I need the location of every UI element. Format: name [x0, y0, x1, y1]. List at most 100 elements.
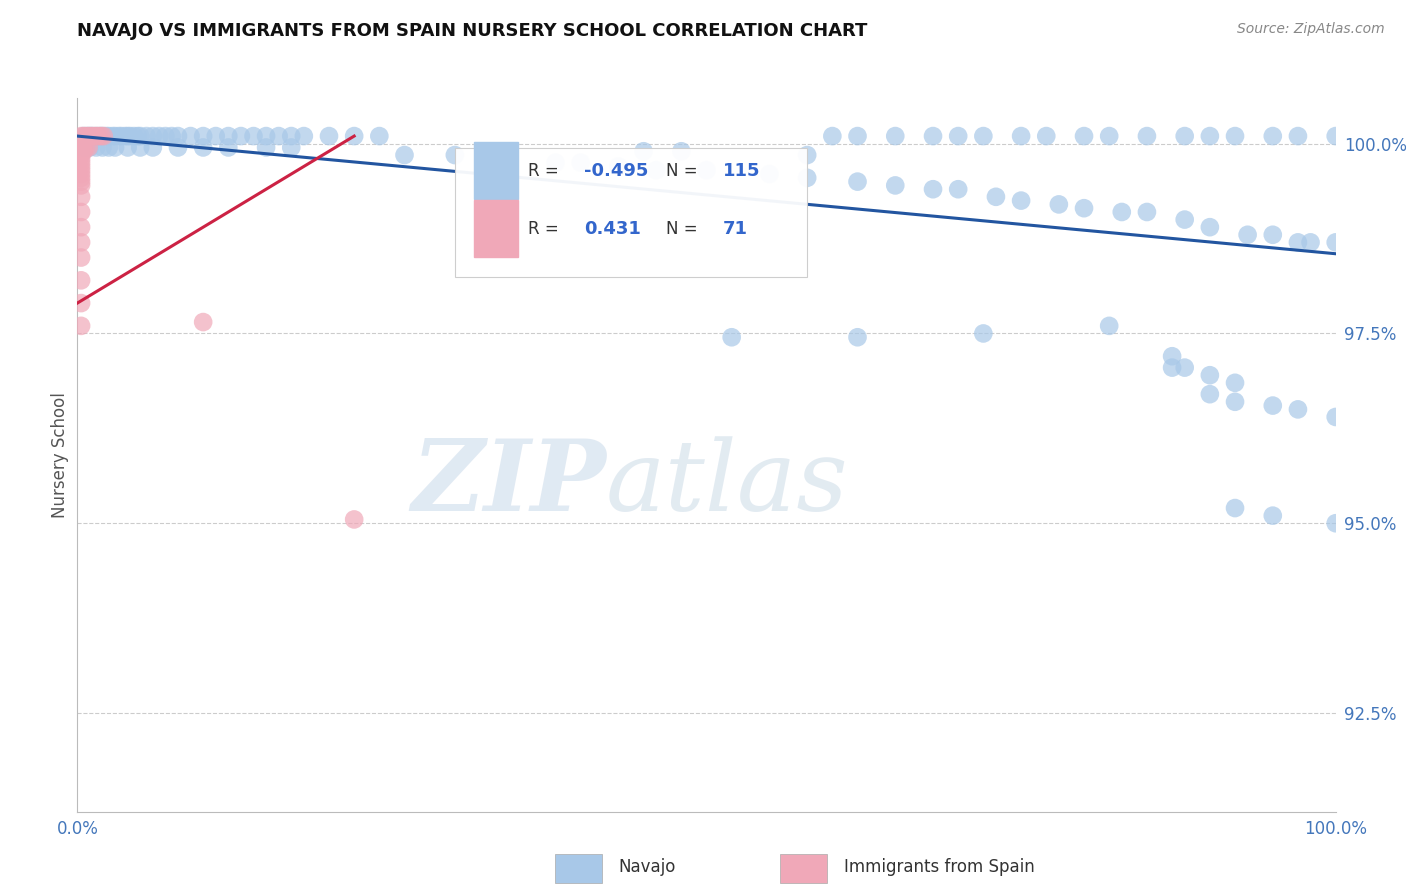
Text: 115: 115	[723, 162, 761, 180]
Point	[884, 129, 907, 144]
Point	[104, 129, 127, 144]
Point	[142, 129, 165, 144]
Point	[72, 129, 94, 144]
Point	[1035, 129, 1057, 144]
Point	[77, 129, 100, 144]
Point	[1286, 129, 1309, 144]
Point	[1136, 129, 1159, 144]
Point	[1286, 402, 1309, 417]
Text: R =: R =	[527, 219, 558, 237]
Point	[1223, 501, 1246, 516]
Point	[127, 129, 149, 144]
Point	[1223, 129, 1246, 144]
Point	[280, 129, 302, 144]
Point	[167, 140, 190, 154]
Point	[72, 145, 94, 159]
Bar	[474, 200, 517, 257]
Point	[91, 129, 114, 144]
Point	[884, 178, 907, 193]
Point	[544, 155, 567, 169]
Point	[1223, 394, 1246, 409]
Point	[1161, 349, 1184, 363]
Point	[191, 140, 215, 154]
Point	[70, 170, 93, 185]
Point	[444, 148, 467, 162]
Text: -0.495: -0.495	[585, 162, 648, 180]
Point	[846, 129, 869, 144]
Point	[114, 129, 136, 144]
Point	[217, 140, 239, 154]
Point	[1198, 220, 1220, 235]
Point	[948, 129, 970, 144]
Point	[267, 129, 290, 144]
Point	[1136, 205, 1159, 219]
Bar	[474, 143, 517, 200]
Point	[569, 155, 592, 169]
Point	[1324, 129, 1347, 144]
Point	[70, 318, 93, 333]
Point	[645, 163, 668, 178]
Point	[70, 160, 93, 174]
Point	[70, 178, 93, 193]
Point	[70, 167, 93, 181]
Point	[82, 129, 104, 144]
Point	[70, 205, 93, 219]
Point	[1261, 399, 1284, 413]
Point	[254, 140, 277, 154]
Point	[972, 326, 994, 341]
Point	[671, 145, 693, 159]
Point	[70, 140, 93, 154]
Point	[696, 163, 718, 178]
Point	[70, 251, 93, 265]
Point	[1198, 387, 1220, 401]
Text: ZIP: ZIP	[411, 435, 606, 532]
Point	[1047, 197, 1070, 211]
Point	[108, 129, 131, 144]
Point	[72, 129, 94, 144]
Point	[96, 129, 118, 144]
Point	[368, 129, 391, 144]
Point	[984, 190, 1007, 204]
Point	[1111, 205, 1133, 219]
Point	[167, 129, 190, 144]
Point	[142, 140, 165, 154]
Point	[120, 129, 142, 144]
Point	[191, 129, 215, 144]
Point	[846, 175, 869, 189]
Point	[1299, 235, 1322, 250]
Point	[79, 140, 101, 154]
Point	[76, 129, 98, 144]
Point	[90, 129, 112, 144]
Point	[70, 129, 93, 144]
Point	[1174, 129, 1197, 144]
Point	[155, 129, 177, 144]
Point	[343, 512, 366, 526]
Point	[72, 140, 94, 154]
Point	[70, 145, 93, 159]
Point	[70, 273, 93, 287]
Point	[97, 129, 120, 144]
Point	[117, 129, 139, 144]
Text: Immigrants from Spain: Immigrants from Spain	[844, 858, 1035, 876]
Text: 0.431: 0.431	[585, 219, 641, 237]
Point	[821, 129, 844, 144]
Point	[1198, 368, 1220, 383]
Point	[343, 129, 366, 144]
Point	[292, 129, 315, 144]
Point	[70, 220, 93, 235]
Point	[77, 140, 100, 154]
Point	[1324, 235, 1347, 250]
Point	[79, 129, 101, 144]
Point	[607, 160, 630, 174]
Point	[135, 129, 157, 144]
Point	[254, 129, 277, 144]
Point	[394, 148, 416, 162]
Point	[1098, 129, 1121, 144]
Point	[87, 129, 110, 144]
Point	[922, 182, 945, 196]
Text: R =: R =	[527, 162, 558, 180]
Point	[70, 163, 93, 178]
Point	[1010, 129, 1032, 144]
Point	[91, 140, 114, 154]
Point	[160, 129, 183, 144]
